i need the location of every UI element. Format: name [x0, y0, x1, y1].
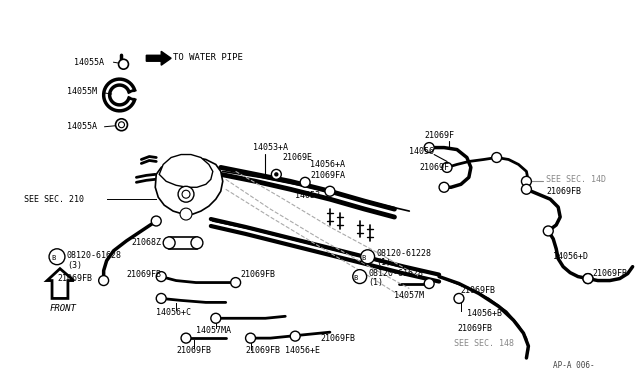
Circle shape [583, 274, 593, 283]
Text: AP-A 006-: AP-A 006- [553, 362, 595, 371]
Text: 14055A: 14055A [74, 58, 104, 67]
Polygon shape [147, 51, 171, 65]
Text: 21069FB: 21069FB [246, 346, 280, 355]
Circle shape [442, 163, 452, 172]
Text: FRONT: FRONT [50, 304, 77, 313]
Text: 21069FB: 21069FB [57, 274, 92, 283]
Circle shape [156, 294, 166, 304]
Text: 14056+D: 14056+D [553, 252, 588, 261]
Circle shape [99, 276, 109, 286]
Circle shape [325, 186, 335, 196]
Text: (1): (1) [376, 258, 392, 267]
Text: SEE SEC. 210: SEE SEC. 210 [24, 195, 84, 204]
Text: 21068Z: 21068Z [131, 238, 161, 247]
Text: 14057M: 14057M [394, 291, 424, 300]
Circle shape [492, 153, 502, 163]
Text: 08120-61628: 08120-61628 [369, 269, 424, 278]
Circle shape [116, 119, 127, 131]
Text: 14056: 14056 [410, 147, 435, 156]
Circle shape [424, 279, 434, 289]
Circle shape [191, 237, 203, 249]
Circle shape [181, 333, 191, 343]
Circle shape [118, 122, 125, 128]
Circle shape [178, 186, 194, 202]
Circle shape [300, 177, 310, 187]
Text: 21069FB: 21069FB [176, 346, 211, 355]
Text: SEE SEC. 148: SEE SEC. 148 [454, 339, 514, 347]
Circle shape [454, 294, 464, 304]
Circle shape [163, 237, 175, 249]
Text: 21069FB: 21069FB [457, 324, 492, 333]
Text: 21069F: 21069F [419, 163, 449, 172]
Circle shape [543, 226, 553, 236]
Text: 21069FB: 21069FB [547, 187, 581, 196]
Text: 21069FB: 21069FB [593, 269, 628, 278]
Text: 21069FB: 21069FB [127, 270, 161, 279]
Polygon shape [156, 157, 223, 214]
Text: 21069FA: 21069FA [310, 171, 345, 180]
Circle shape [583, 274, 593, 283]
Circle shape [353, 270, 367, 283]
Text: SEE SEC. 14D: SEE SEC. 14D [547, 175, 606, 184]
Circle shape [182, 190, 190, 198]
Text: B: B [354, 275, 358, 280]
Text: 14056+E: 14056+E [285, 346, 320, 355]
Circle shape [230, 278, 241, 288]
Circle shape [156, 272, 166, 282]
Text: 14055M: 14055M [67, 87, 97, 96]
Circle shape [275, 173, 278, 176]
Polygon shape [159, 154, 213, 187]
Circle shape [290, 331, 300, 341]
Circle shape [180, 208, 192, 220]
Text: 21069E: 21069E [282, 153, 312, 162]
Text: 21069FB: 21069FB [320, 334, 355, 343]
Text: 14053: 14053 [295, 191, 320, 200]
Text: 14055A: 14055A [67, 122, 97, 131]
Text: 21069F: 21069F [424, 131, 454, 140]
Text: B: B [51, 255, 55, 261]
Circle shape [361, 250, 374, 264]
Circle shape [271, 169, 282, 179]
Text: 14056+C: 14056+C [156, 308, 191, 317]
Circle shape [246, 333, 255, 343]
Text: 08120-61228: 08120-61228 [376, 249, 431, 258]
Circle shape [211, 313, 221, 323]
Text: 14056+A: 14056+A [310, 160, 345, 169]
Circle shape [439, 182, 449, 192]
Text: 21069FB: 21069FB [461, 286, 496, 295]
Circle shape [118, 59, 129, 69]
Text: 21069FB: 21069FB [241, 270, 276, 279]
Circle shape [424, 142, 434, 153]
Text: B: B [362, 255, 366, 261]
Text: 14057MA: 14057MA [196, 326, 231, 335]
Text: 14056+B: 14056+B [467, 309, 502, 318]
Polygon shape [47, 269, 74, 298]
Text: 08120-61628: 08120-61628 [67, 251, 122, 260]
Text: TO WATER PIPE: TO WATER PIPE [173, 53, 243, 62]
Circle shape [522, 184, 531, 194]
Circle shape [522, 176, 531, 186]
Text: (3): (3) [67, 261, 82, 270]
Bar [169, 237, 197, 249]
Circle shape [151, 216, 161, 226]
Circle shape [49, 249, 65, 265]
Text: 14053+A: 14053+A [253, 143, 287, 152]
Text: (1): (1) [369, 278, 383, 287]
